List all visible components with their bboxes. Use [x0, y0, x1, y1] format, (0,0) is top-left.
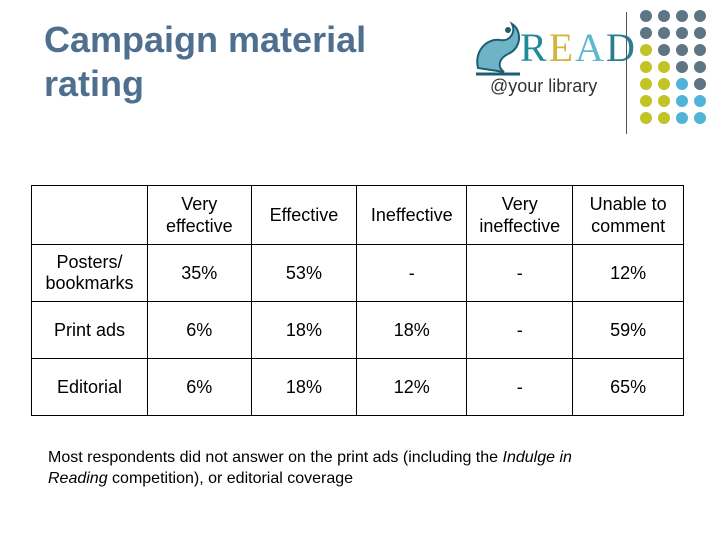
table-cell: 35% [146, 244, 252, 302]
decorative-dot [676, 61, 688, 73]
header-cell: Very ineffective [466, 185, 574, 245]
logo-letter-e: E [548, 25, 576, 70]
table-cell: 18% [250, 358, 358, 416]
decorative-dot [676, 95, 688, 107]
dragon-mascot-icon [476, 21, 520, 76]
table-cell: 18% [356, 301, 468, 359]
decorative-dot [694, 10, 706, 22]
table-cell: - [466, 301, 574, 359]
decorative-dot [694, 61, 706, 73]
footnote-italic: Indulge in Reading [48, 449, 572, 487]
decorative-dot [658, 95, 670, 107]
logo-letter-d: D [606, 25, 637, 70]
slide-title: Campaign material rating [44, 19, 367, 104]
rating-table: Very effective Effective Ineffective Ver… [31, 185, 684, 416]
decorative-dot [694, 112, 706, 124]
decorative-dot [694, 95, 706, 107]
decorative-dot [658, 112, 670, 124]
table-cell: - [466, 244, 574, 302]
decorative-dot [694, 27, 706, 39]
logo-divider [626, 12, 627, 134]
read-logo: READ [520, 24, 637, 71]
table-row: Posters/ bookmarks 35% 53% - - 12% [31, 244, 684, 302]
footnote-text: Most respondents did not answer on the p… [48, 449, 503, 466]
table-cell: - [356, 244, 468, 302]
decorative-dot [694, 78, 706, 90]
header-cell: Effective [250, 185, 358, 245]
decorative-dot [640, 112, 652, 124]
decorative-dot [676, 78, 688, 90]
header-cell: Ineffective [356, 185, 468, 245]
decorative-dot [640, 27, 652, 39]
decorative-dot [676, 27, 688, 39]
decorative-dot [694, 44, 706, 56]
table-row: Editorial 6% 18% 12% - 65% [31, 358, 684, 416]
decorative-dot [640, 95, 652, 107]
table-cell: 12% [356, 358, 468, 416]
table-cell: - [466, 358, 574, 416]
table-cell: 65% [572, 358, 684, 416]
table-cell: 12% [572, 244, 684, 302]
table-row: Print ads 6% 18% 18% - 59% [31, 301, 684, 359]
logo-letter-a: A [575, 25, 607, 70]
row-label: Posters/ bookmarks [31, 244, 148, 302]
decorative-dot [640, 44, 652, 56]
decorative-dot [640, 78, 652, 90]
header-cell [31, 185, 148, 245]
row-label: Print ads [31, 301, 148, 359]
decorative-dot [676, 44, 688, 56]
decorative-dot-grid [640, 10, 720, 124]
decorative-dot [640, 61, 652, 73]
decorative-dot [658, 78, 670, 90]
table-header-row: Very effective Effective Ineffective Ver… [31, 185, 684, 245]
decorative-dot [676, 10, 688, 22]
decorative-dot [676, 112, 688, 124]
decorative-dot [658, 27, 670, 39]
header-cell: Unable to comment [572, 185, 684, 245]
table-cell: 6% [146, 358, 252, 416]
footnote-text-end: competition), or editorial coverage [107, 470, 354, 487]
decorative-dot [658, 10, 670, 22]
logo-letter-r: R [520, 25, 549, 70]
logo-tagline: @your library [490, 76, 598, 96]
decorative-dot [640, 10, 652, 22]
row-label: Editorial [31, 358, 148, 416]
table-cell: 18% [250, 301, 358, 359]
table-cell: 6% [146, 301, 252, 359]
table-cell: 53% [250, 244, 358, 302]
decorative-dot [658, 61, 670, 73]
decorative-dot [658, 44, 670, 56]
header-cell: Very effective [146, 185, 252, 245]
table-cell: 59% [572, 301, 684, 359]
footnote: Most respondents did not answer on the p… [48, 447, 608, 489]
